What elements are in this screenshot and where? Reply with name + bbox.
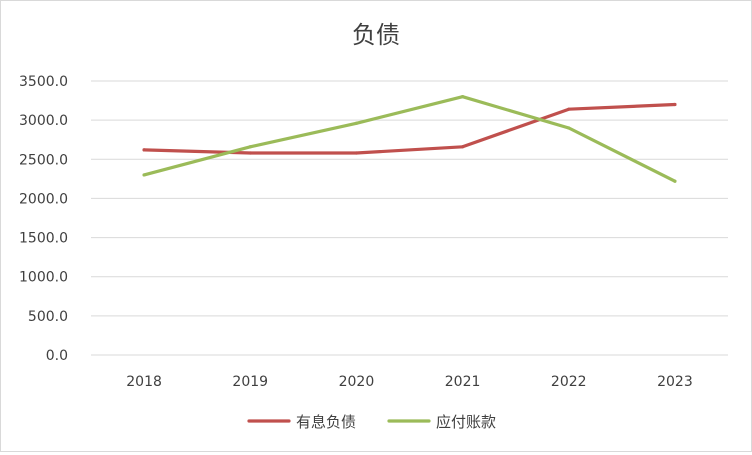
x-tick-label: 2022 xyxy=(551,374,587,390)
y-tick-label: 1500.0 xyxy=(19,231,68,247)
x-tick-label: 2018 xyxy=(126,374,162,390)
data-point xyxy=(673,179,677,183)
data-point xyxy=(248,151,252,155)
data-point xyxy=(673,102,677,107)
data-point xyxy=(460,95,465,99)
x-tick-label: 2023 xyxy=(657,374,693,390)
data-point xyxy=(248,145,252,149)
legend-label: 应付账款 xyxy=(436,413,496,431)
series-line-1 xyxy=(142,95,677,183)
data-point xyxy=(460,145,465,149)
data-point xyxy=(567,107,571,111)
x-tick-label: 2019 xyxy=(232,374,268,390)
data-point xyxy=(142,148,146,152)
y-tick-label: 0.0 xyxy=(46,348,68,364)
data-point xyxy=(354,151,359,155)
y-tick-label: 1000.0 xyxy=(19,270,68,286)
y-tick-label: 2000.0 xyxy=(19,191,68,207)
y-tick-label: 3500.0 xyxy=(19,74,68,90)
data-point xyxy=(142,173,146,177)
x-tick-label: 2020 xyxy=(339,374,375,390)
y-tick-label: 3000.0 xyxy=(19,113,68,129)
y-tick-label: 500.0 xyxy=(28,309,68,325)
y-tick-label: 2500.0 xyxy=(19,152,68,168)
data-point xyxy=(567,126,571,130)
data-point xyxy=(354,121,359,125)
x-tick-label: 2021 xyxy=(445,374,481,390)
legend-label: 有息负债 xyxy=(296,413,356,431)
chart-title: 负债 xyxy=(352,21,400,49)
series-line-0 xyxy=(142,102,677,155)
